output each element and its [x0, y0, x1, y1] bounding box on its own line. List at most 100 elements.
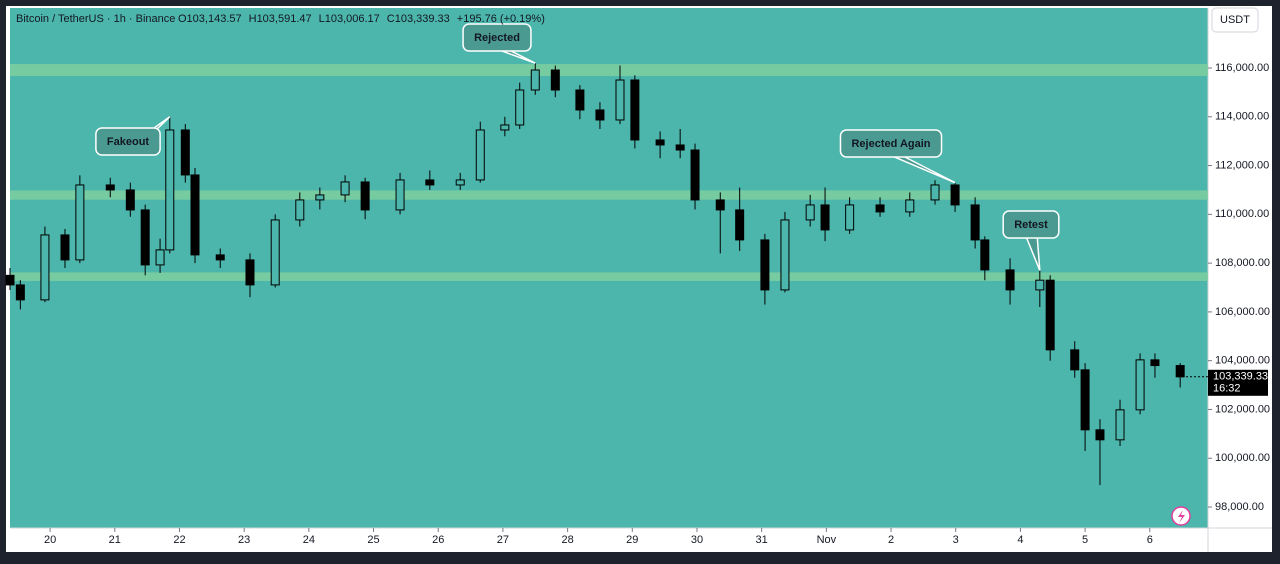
callout-box	[1002, 210, 1060, 239]
support-resistance-zone	[10, 190, 1208, 200]
callout: Fakeout	[95, 127, 161, 156]
candle-body	[615, 79, 625, 121]
candle-body	[735, 209, 745, 241]
alert-icon-bolt	[1178, 510, 1185, 523]
callout: Rejected	[462, 23, 532, 52]
x-tick-label: 31	[756, 534, 768, 546]
candle-body	[215, 254, 225, 261]
candle-body	[980, 239, 990, 271]
candle-body	[630, 79, 640, 141]
candle-body	[245, 259, 255, 286]
x-tick-label: 30	[691, 534, 703, 546]
x-tick-label: 29	[626, 534, 638, 546]
candle-body	[340, 181, 350, 196]
candle-body	[820, 204, 830, 231]
candle-body	[180, 129, 190, 176]
candle-body	[1175, 365, 1185, 378]
annotation: Fakeout	[107, 136, 150, 148]
y-tick-label: 116,000.00	[1215, 62, 1269, 74]
candle-body	[1070, 349, 1080, 371]
candle-body	[515, 89, 525, 126]
y-tick-label: 104,000.00	[1215, 355, 1270, 367]
x-tick-label: 23	[238, 534, 250, 546]
annotation: Retest	[1014, 219, 1048, 231]
candle-body	[905, 199, 915, 213]
candle-body	[40, 234, 50, 301]
callout-tail	[490, 46, 536, 64]
candle-body	[1115, 409, 1125, 441]
x-tick-label: 2	[888, 534, 894, 546]
support-resistance-zone	[10, 64, 1208, 77]
x-tick-label: 20	[44, 534, 56, 546]
candle-body	[190, 174, 200, 256]
support-resistance-zone	[10, 272, 1208, 281]
price-change: +195.76 (+0.19%)	[457, 13, 545, 25]
x-tick-label: 21	[109, 534, 121, 546]
candle-body	[950, 184, 960, 206]
chart-layer: Fakeout Rejected Rejected Again Retest	[5, 23, 1208, 486]
x-tick-label: 4	[1017, 534, 1023, 546]
y-tick-label: 114,000.00	[1215, 111, 1269, 123]
candle-body	[760, 239, 770, 291]
candle-body	[1135, 359, 1145, 411]
candle-body	[60, 234, 70, 261]
candle-body	[550, 69, 560, 91]
x-tick-label: 5	[1082, 534, 1088, 546]
candle-body	[970, 204, 980, 241]
x-tick-label: Nov	[817, 534, 837, 546]
ohlc-label: C103,339.33	[387, 13, 450, 25]
candle-body	[530, 69, 540, 91]
candle-body	[655, 139, 665, 146]
candle-body	[395, 179, 405, 211]
candle-body	[1150, 359, 1160, 367]
candle-body	[575, 89, 585, 111]
callout-box	[839, 129, 943, 158]
candle-body	[270, 219, 280, 286]
currency-button[interactable]	[1211, 7, 1259, 33]
x-tick-label: 22	[173, 534, 185, 546]
candle-body	[360, 181, 370, 211]
candle-body	[1005, 269, 1015, 291]
candle-body	[475, 129, 485, 181]
candle-body	[690, 149, 700, 201]
candle-body	[315, 194, 325, 201]
candle-body	[165, 129, 175, 251]
y-tick-label: 100,000.00	[1215, 452, 1270, 464]
callout-tail	[884, 152, 956, 184]
candle-body	[5, 274, 15, 286]
candle-body	[930, 184, 940, 201]
candle-body	[845, 204, 855, 231]
candle-body	[75, 184, 85, 261]
candle-body	[805, 204, 815, 221]
candle-body	[125, 189, 135, 211]
candle-body	[15, 284, 25, 301]
y-tick-label: 106,000.00	[1215, 306, 1270, 318]
x-tick-label: 3	[953, 534, 959, 546]
candle-body	[140, 209, 150, 266]
last-price-label: 103,339.33	[1213, 371, 1268, 383]
y-tick-label: 110,000.00	[1215, 208, 1269, 220]
candle-body	[1045, 279, 1055, 351]
candle-body	[295, 199, 305, 221]
y-tick-label: 98,000.00	[1215, 501, 1264, 513]
callout: Retest	[1002, 210, 1060, 239]
currency[interactable]: USDT	[1220, 14, 1250, 26]
countdown: 16:32	[1213, 383, 1241, 395]
candle-body	[425, 179, 435, 186]
annotation: Rejected	[474, 32, 520, 44]
ohlc-label: O103,143.57	[178, 13, 242, 25]
callout-tail	[1024, 233, 1041, 271]
x-tick-label: 6	[1147, 534, 1153, 546]
candle-body	[595, 109, 605, 121]
ohlc-label: L103,006.17	[319, 13, 380, 25]
x-tick-label: 28	[561, 534, 573, 546]
candle-body	[875, 204, 885, 213]
candle-body	[1035, 279, 1045, 291]
callout: Rejected Again	[839, 129, 943, 158]
callout-box	[95, 127, 161, 156]
candle-body	[715, 199, 725, 211]
annotation: Rejected Again	[851, 138, 930, 150]
y-tick-label: 112,000.00	[1215, 159, 1269, 171]
